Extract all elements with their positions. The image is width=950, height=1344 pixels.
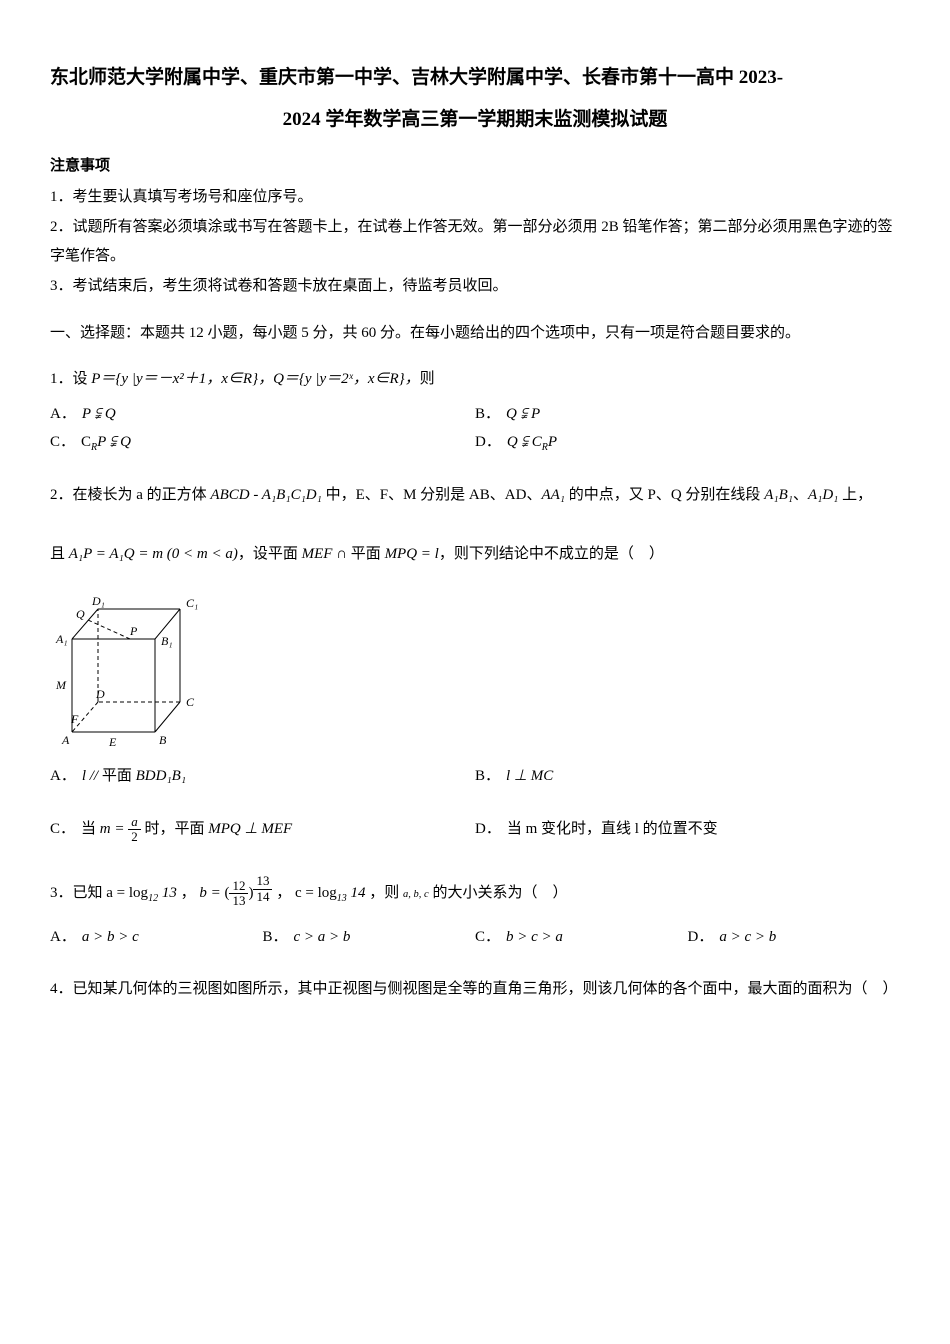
q3-options: A． a > b > c B． c > a > b C． b > c > a D… (50, 923, 900, 952)
q2-stem-i: 上， (838, 487, 872, 503)
q3-option-b: B． c > a > b (263, 923, 476, 952)
svg-text:D₁: D₁ (91, 594, 105, 608)
option-text: 当 m = a2 时，平面 MPQ ⊥ MEF (81, 815, 292, 845)
q1-option-c: C． CRP ⫋ Q (50, 428, 475, 457)
q3-option-a: A． a > b > c (50, 923, 263, 952)
svg-text:C: C (186, 695, 195, 709)
q1-option-d: D． Q ⫋ CRP (475, 428, 900, 457)
svg-text:C₁: C₁ (186, 596, 198, 610)
exam-title: 东北师范大学附属中学、重庆市第一中学、吉林大学附属中学、长春市第十一高中 202… (50, 60, 900, 96)
question-2-line2: 且 A₁P = A₁Q = m (0 < m < a)，设平面 MEF ∩ 平面… (50, 540, 900, 569)
svg-text:M: M (55, 678, 67, 692)
q2-plane1: MEF ∩ (302, 546, 347, 562)
notice-heading: 注意事项 (50, 152, 900, 181)
q2-options-row2: C． 当 m = a2 时，平面 MPQ ⊥ MEF D． 当 m 变化时，直线… (50, 815, 900, 845)
q3-a-expr: a = log12 13 (106, 885, 180, 901)
svg-text:Q: Q (76, 607, 85, 621)
option-text: 当 m 变化时，直线 l 的位置不变 (507, 815, 718, 844)
option-math: b > c > a (506, 923, 563, 952)
option-label: B． (475, 400, 500, 429)
q3-c-expr: c = log13 14 (295, 885, 369, 901)
question-3: 3．已知 a = log12 13 ， b = (1213)1314 ， c =… (50, 874, 900, 908)
notice-1: 1．考生要认真填写考场号和座位序号。 (50, 183, 900, 212)
q2-stem-c: 中，E、F、M 分别是 AB、AD、 (322, 487, 542, 503)
svg-text:E: E (108, 735, 117, 749)
q2-options: A． l // 平面 BDD₁B₁ B． l ⊥ MC (50, 762, 900, 791)
question-4: 4．已知某几何体的三视图如图所示，其中正视图与侧视图是全等的直角三角形，则该几何… (50, 975, 900, 1004)
q2-edge: AA₁ (541, 487, 565, 503)
q2-option-b: B． l ⊥ MC (475, 762, 900, 791)
q3-b-expr: b = (1213)1314 (199, 885, 276, 901)
option-math: Q ⫋ P (506, 400, 540, 429)
q2-seg2: A₁D₁ (808, 487, 838, 503)
option-label: A． (50, 400, 76, 429)
q1-stem-post: 则 (420, 371, 435, 387)
option-label: A． (50, 923, 76, 952)
q3-option-c: C． b > c > a (475, 923, 688, 952)
section-1-heading: 一、选择题：本题共 12 小题，每小题 5 分，共 60 分。在每小题给出的四个… (50, 319, 900, 348)
option-label: D． (688, 923, 714, 952)
q2-condition: A₁P = A₁Q = m (0 < m < a) (69, 546, 238, 562)
q2-stem-g: 、 (793, 487, 808, 503)
option-label: A． (50, 762, 76, 791)
q3-stem-a: 3．已知 (50, 885, 106, 901)
q2-option-d: D． 当 m 变化时，直线 l 的位置不变 (475, 815, 900, 845)
q1-stem-math: P＝{y |y＝－x²＋1，x∈R}，Q＝{y |y＝2ˣ，x∈R}， (91, 371, 419, 387)
q1-option-b: B． Q ⫋ P (475, 400, 900, 429)
q2-cube-name: ABCD - A₁B₁C₁D₁ (210, 487, 321, 503)
q2-stem-a: 2．在棱长为 a 的正方体 (50, 487, 210, 503)
option-math: P ⫋ Q (82, 400, 116, 429)
q3-option-d: D． a > c > b (688, 923, 901, 952)
q2-plane2: MPQ = l (385, 546, 439, 562)
q1-stem-pre: 1．设 (50, 371, 91, 387)
svg-text:A₁: A₁ (55, 632, 68, 646)
q1-option-a: A． P ⫋ Q (50, 400, 475, 429)
q2-stem-e: 的中点，又 P、Q 分别在线段 (565, 487, 764, 503)
notice-3: 3．考试结束后，考生须将试卷和答题卡放在桌面上，待监考员收回。 (50, 272, 900, 301)
option-math: CRP ⫋ Q (81, 428, 131, 457)
option-label: C． (50, 428, 75, 457)
question-1: 1．设 P＝{y |y＝－x²＋1，x∈R}，Q＝{y |y＝2ˣ，x∈R}，则… (50, 365, 900, 457)
svg-text:D: D (95, 687, 105, 701)
option-label: B． (475, 762, 500, 791)
option-math: Q ⫋ CRP (507, 428, 557, 457)
notice-2: 2．试题所有答案必须填涂或书写在答题卡上，在试卷上作答无效。第一部分必须用 2B… (50, 213, 900, 270)
option-label: D． (475, 428, 501, 457)
svg-text:B₁: B₁ (161, 634, 173, 648)
option-math: c > a > b (294, 923, 351, 952)
option-math: a > c > b (719, 923, 776, 952)
q2-option-a: A． l // 平面 BDD₁B₁ (50, 762, 475, 791)
svg-text:A: A (61, 733, 70, 747)
svg-text:F: F (70, 712, 79, 726)
option-label: C． (475, 923, 500, 952)
q2-seg1: A₁B₁ (764, 487, 793, 503)
svg-text:P: P (129, 624, 138, 638)
svg-text:B: B (159, 733, 167, 747)
option-math: l // 平面 BDD₁B₁ (82, 762, 186, 791)
option-math: a > b > c (82, 923, 139, 952)
exam-subtitle: 2024 学年数学高三第一学期期末监测模拟试题 (50, 102, 900, 138)
question-2: 2．在棱长为 a 的正方体 ABCD - A₁B₁C₁D₁ 中，E、F、M 分别… (50, 481, 900, 510)
q2-option-c: C． 当 m = a2 时，平面 MPQ ⊥ MEF (50, 815, 475, 845)
option-label: C． (50, 815, 75, 844)
cube-figure: A B C D A₁ B₁ C₁ D₁ E F M P Q (50, 582, 205, 752)
option-label: B． (263, 923, 288, 952)
q3-abc: a, b, c (403, 889, 429, 900)
option-math: l ⊥ MC (506, 762, 553, 791)
option-label: D． (475, 815, 501, 844)
